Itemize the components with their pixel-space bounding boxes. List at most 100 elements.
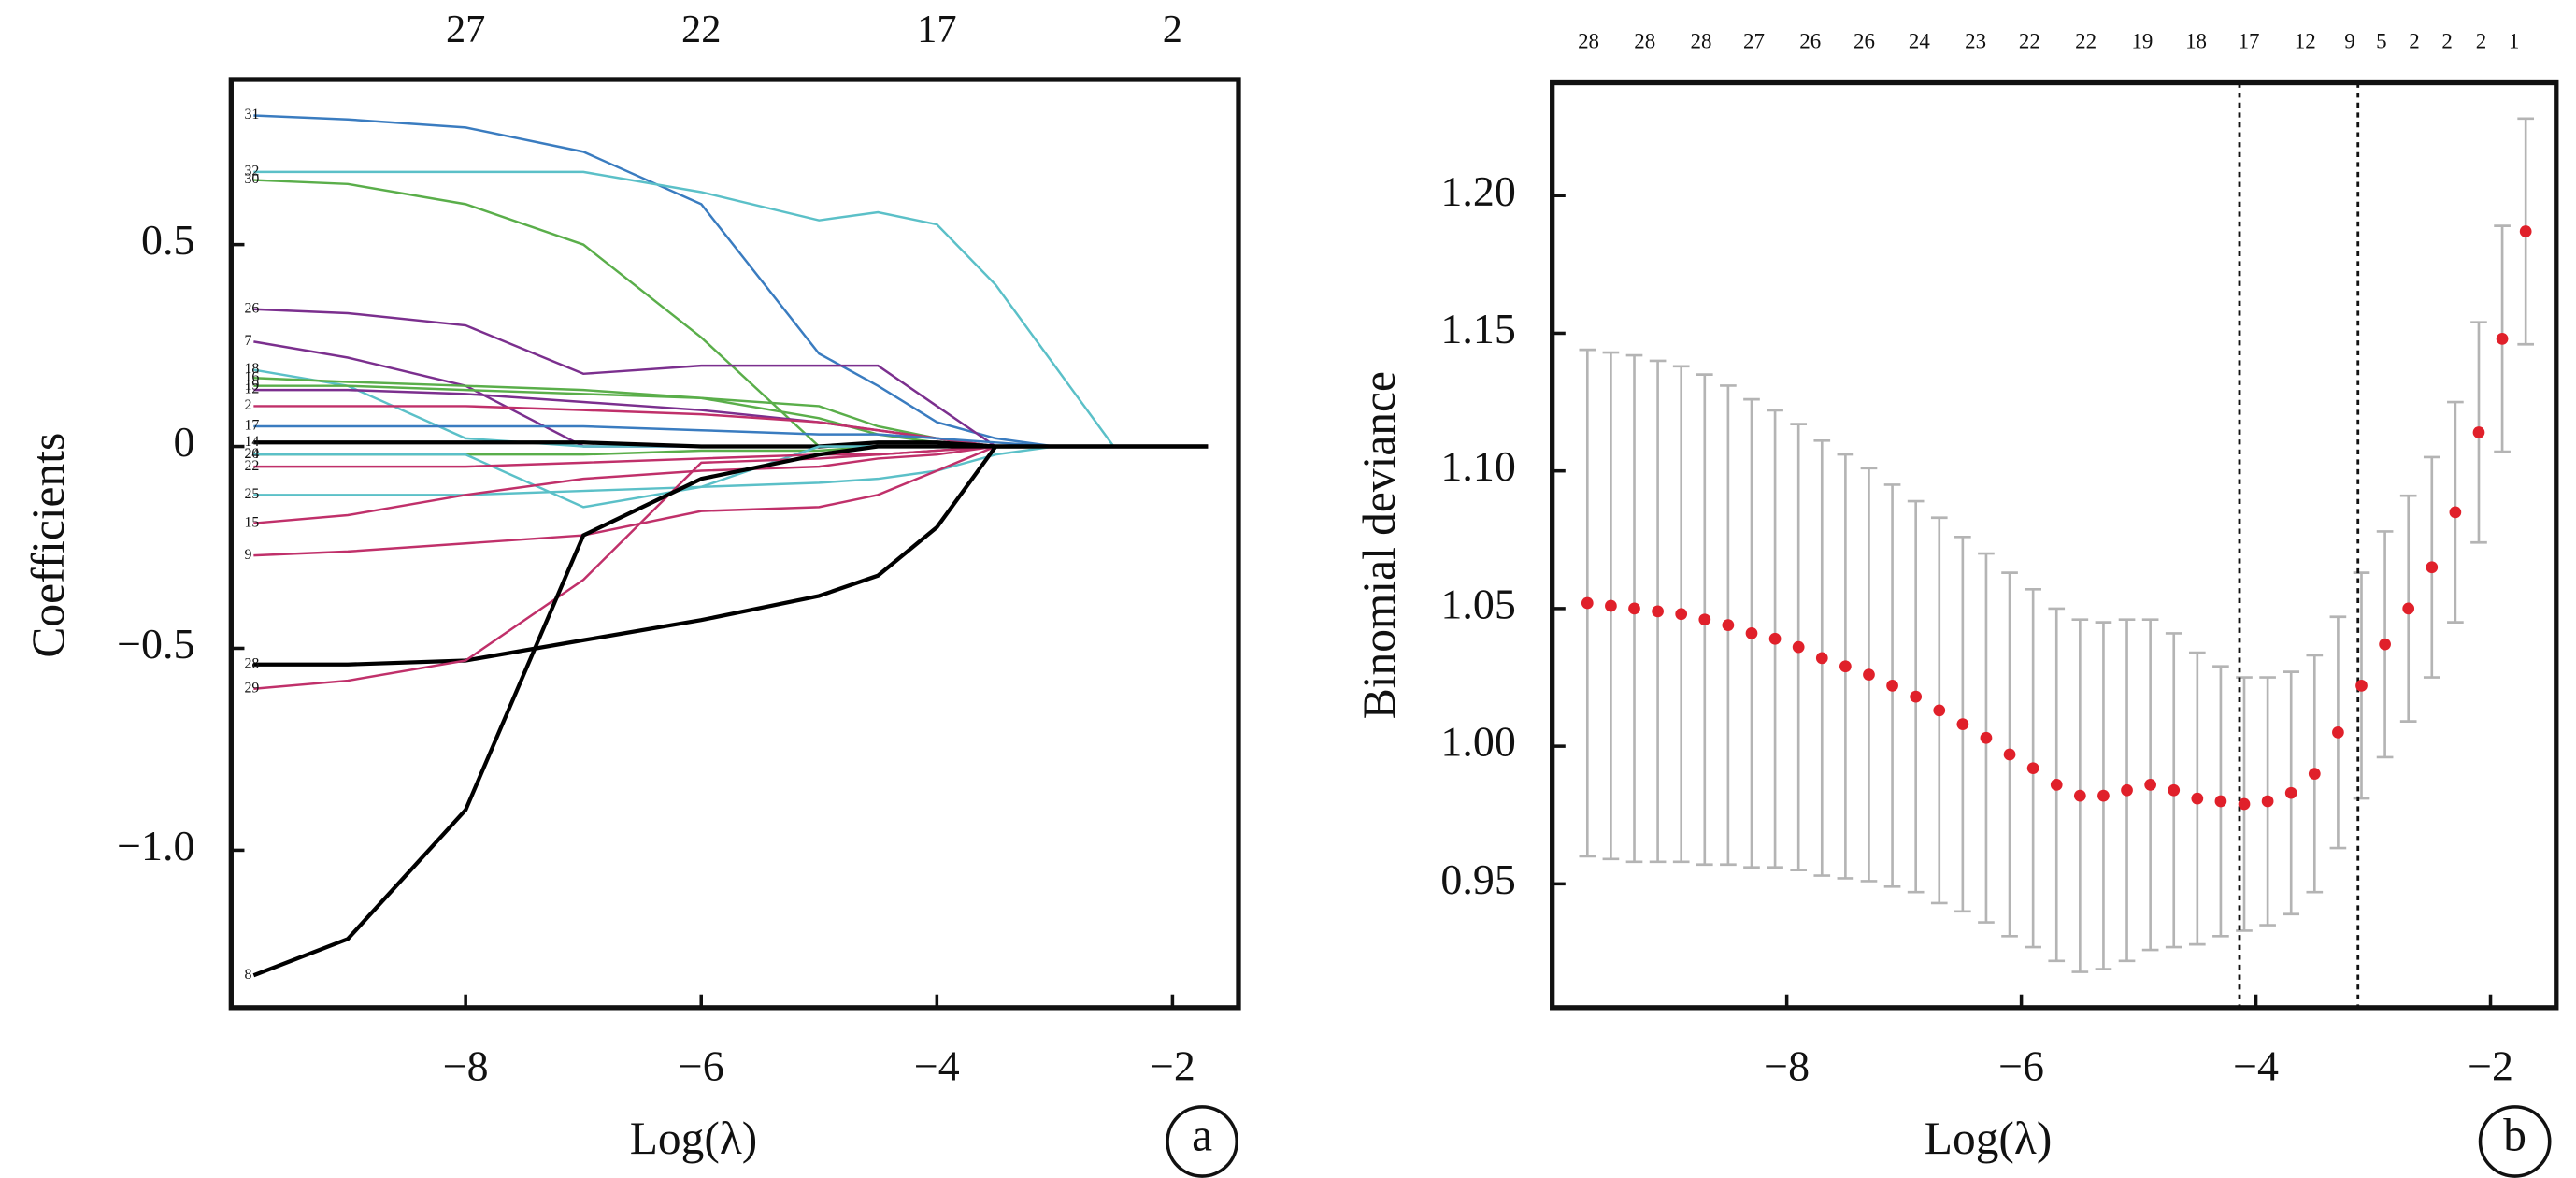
deviance-point (1768, 632, 1782, 645)
x-tick-label: −6 (1998, 1042, 2044, 1090)
line-label: 32 (244, 164, 259, 180)
coef-line (253, 445, 1209, 690)
deviance-point (1605, 599, 1617, 612)
coef-line (253, 114, 1209, 448)
line-label: 22 (244, 458, 259, 474)
deviance-point (2496, 332, 2509, 345)
top-tick-label: 1 (2509, 29, 2519, 52)
deviance-point (2284, 786, 2297, 799)
coef-line (253, 445, 1209, 509)
top-tick-label: 26 (1853, 29, 1875, 52)
deviance-point (1698, 613, 1711, 626)
deviance-point (2026, 762, 2039, 775)
y-tick-label: 0.5 (141, 216, 194, 264)
deviance-point (2519, 225, 2532, 237)
deviance-point (1980, 731, 1993, 744)
top-tick-label: 28 (1634, 29, 1655, 52)
top-tick-label: 2 (1163, 7, 1182, 51)
deviance-point (1722, 619, 1735, 631)
line-label: 30 (244, 171, 259, 187)
top-tick-label: 22 (681, 7, 721, 51)
line-label: 14 (244, 434, 259, 450)
coef-line (253, 444, 1209, 667)
deviance-point (2355, 679, 2368, 692)
deviance-point (2308, 768, 2321, 780)
x-tick-label: −8 (443, 1042, 489, 1090)
y-tick-label: −1.0 (117, 822, 194, 869)
top-tick-label: 22 (2019, 29, 2040, 52)
plot-frame (228, 77, 1241, 1011)
deviance-point (2050, 778, 2063, 791)
top-tick-label: 17 (2239, 29, 2260, 52)
y-tick-label: 1.10 (1440, 442, 1515, 490)
deviance-point (1628, 602, 1640, 615)
top-tick-label: 24 (1909, 29, 1930, 52)
deviance-point (2003, 748, 2016, 761)
deviance-point (2379, 638, 2391, 651)
x-tick-label: −4 (2233, 1042, 2279, 1090)
x-axis-label: Log(λ) (1925, 1113, 2053, 1164)
deviance-point (1581, 596, 1594, 610)
line-label: 31 (244, 107, 259, 122)
top-tick-label: 27 (446, 7, 485, 51)
top-tick-label: 9 (2344, 29, 2354, 52)
deviance-point (2144, 778, 2156, 791)
line-label: 18 (244, 361, 259, 377)
y-tick-label: −0.5 (117, 620, 194, 668)
line-label: 28 (244, 655, 259, 671)
deviance-point (1839, 660, 1852, 673)
line-label: 24 (244, 446, 259, 462)
panel-badge (2478, 1105, 2552, 1178)
deviance-point (2238, 797, 2251, 811)
y-tick-label: 1.05 (1440, 580, 1515, 627)
x-tick-label: −6 (679, 1042, 724, 1090)
panel-label: a (1192, 1110, 1212, 1161)
top-tick-label: 28 (1691, 29, 1712, 52)
line-label: 29 (244, 680, 259, 696)
top-tick-label: 26 (1799, 29, 1821, 52)
deviance-point (1956, 718, 1969, 730)
y-axis-label: Coefficients (22, 433, 74, 658)
line-label: 9 (244, 547, 251, 563)
plot-frame (1550, 79, 2559, 1011)
top-tick-label: 17 (917, 7, 956, 51)
deviance-point (2332, 726, 2344, 739)
line-label: 7 (244, 333, 251, 349)
x-tick-label: −2 (2468, 1042, 2513, 1090)
deviance-point (2472, 426, 2485, 438)
top-tick-label: 28 (1578, 29, 1599, 52)
x-tick-label: −8 (1764, 1042, 1810, 1090)
top-tick-label: 23 (1965, 29, 1986, 52)
line-label: 26 (244, 300, 259, 316)
deviance-point (2449, 506, 2462, 519)
deviance-point (2402, 602, 2415, 615)
deviance-point (1910, 690, 1923, 703)
x-tick-label: −4 (914, 1042, 960, 1090)
y-axis-label: Binomial deviance (1353, 371, 1405, 719)
deviance-point (1815, 652, 1828, 665)
y-tick-label: 1.00 (1440, 718, 1515, 766)
top-tick-label: 2 (2409, 29, 2419, 52)
deviance-point (1745, 627, 1758, 639)
top-tick-label: 12 (2295, 29, 2316, 52)
top-tick-label: 5 (2376, 29, 2386, 52)
deviance-point (1933, 704, 1946, 717)
deviance-point (2426, 561, 2439, 574)
deviance-point (1652, 605, 1664, 618)
deviance-point (2097, 789, 2110, 802)
line-label: 8 (244, 967, 251, 983)
top-tick-label: 18 (2185, 29, 2207, 52)
deviance-point (2191, 792, 2204, 805)
x-tick-label: −2 (1150, 1042, 1195, 1090)
deviance-point (2073, 789, 2086, 802)
y-tick-label: 0.95 (1440, 855, 1515, 903)
line-label: 15 (244, 514, 259, 530)
deviance-point (2168, 783, 2181, 797)
deviance-point (1863, 668, 1875, 681)
top-tick-label: 2 (2476, 29, 2486, 52)
top-tick-label: 19 (2131, 29, 2153, 52)
line-label: 2 (244, 397, 251, 413)
top-tick-label: 27 (1743, 29, 1765, 52)
